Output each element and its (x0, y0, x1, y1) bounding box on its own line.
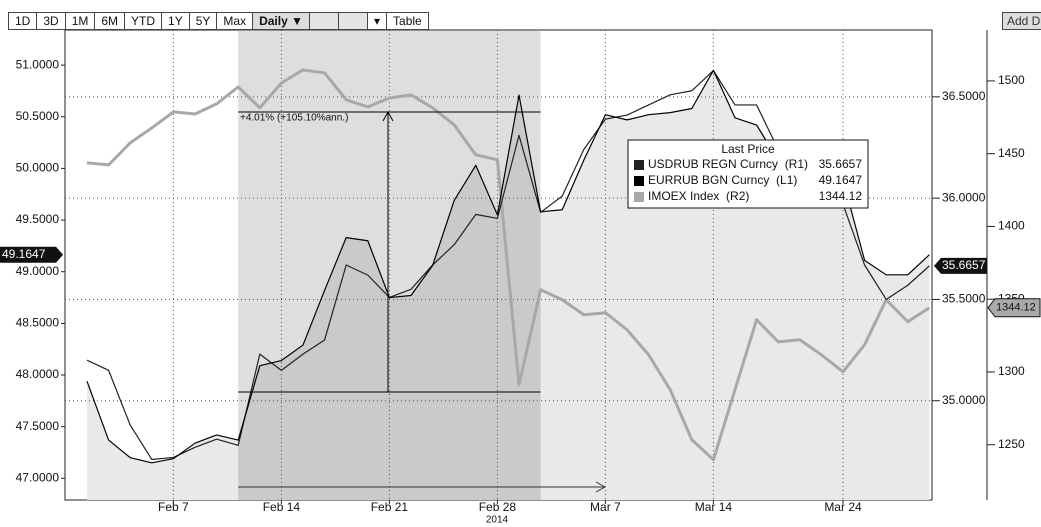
toolbar-button[interactable]: Max (216, 12, 253, 30)
y3-tick-label: 1500 (998, 73, 1025, 87)
toolbar-button[interactable]: 6M (94, 12, 125, 30)
y3-tick-label: 1250 (998, 437, 1025, 451)
arrow-head (595, 481, 607, 493)
x-tick-label: Feb 14 (263, 500, 301, 514)
y-tick-label: 47.5000 (16, 419, 60, 433)
x-tick-label: Mar 14 (695, 500, 733, 514)
y2-tick-label: 36.0000 (942, 190, 986, 204)
value-tag-label: 35.6657 (942, 258, 986, 272)
toolbar-button[interactable]: Daily ▼ (252, 12, 309, 30)
legend-label: IMOEX Index (R2) (648, 189, 749, 203)
toolbar-button[interactable]: 3D (36, 12, 65, 30)
x-tick-label: Mar 7 (590, 500, 621, 514)
series-line (86, 68, 931, 462)
y2-tick-label: 35.5000 (942, 292, 986, 306)
y-tick-label: 48.5000 (16, 316, 60, 330)
legend-swatch (634, 192, 644, 202)
legend-value: 35.6657 (819, 157, 863, 171)
y-tick-label: 51.0000 (16, 57, 60, 71)
toolbar-button[interactable]: 1M (64, 12, 95, 30)
x-tick-label: Feb 21 (371, 500, 409, 514)
legend-swatch (634, 176, 644, 186)
disabled-button (337, 12, 367, 30)
x-tick-label: Mar 24 (824, 500, 862, 514)
toolbar-button[interactable]: 1Y (161, 12, 189, 30)
arrow-head (382, 110, 394, 122)
add-button[interactable]: Add D (1002, 12, 1041, 30)
legend-value: 49.1647 (819, 173, 863, 187)
selected-period (238, 31, 541, 500)
toolbar-button[interactable]: Table (386, 12, 429, 30)
legend-label: USDRUB REGN Curncy (R1) (648, 157, 808, 171)
y2-tick-label: 35.0000 (942, 393, 986, 407)
y-tick-label: 49.0000 (16, 264, 60, 278)
legend-title: Last Price (721, 142, 775, 156)
toolbar-button[interactable]: YTD (124, 12, 162, 30)
toolbar-button[interactable]: ▾ (366, 12, 387, 30)
value-tag (0, 246, 63, 263)
disabled-button (308, 12, 338, 30)
annotation: +4.01% (+105.10%ann.) (240, 113, 348, 124)
x-axis-label: 2014 (486, 515, 509, 526)
y-tick-label: 50.0000 (16, 161, 60, 175)
x-tick-label: Feb 7 (158, 500, 189, 514)
legend-swatch (634, 160, 644, 170)
toolbar-button[interactable]: 5Y (188, 12, 217, 30)
y-tick-label: 49.5000 (16, 212, 60, 226)
legend-value: 1344.12 (819, 189, 863, 203)
value-tag-label: 1344.12 (996, 302, 1036, 314)
legend-box (627, 139, 869, 209)
y2-tick-label: 36.5000 (942, 89, 986, 103)
value-tag-label: 49.1647 (2, 247, 46, 261)
value-tag (987, 298, 1041, 318)
y-tick-label: 48.0000 (16, 367, 60, 381)
legend-label: EURRUB BGN Curncy (L1) (648, 173, 797, 187)
y3-tick-label: 1450 (998, 146, 1025, 160)
y3-tick-label: 1300 (998, 364, 1025, 378)
y-tick-label: 47.0000 (16, 470, 60, 484)
y3-tick-label: 1400 (998, 219, 1025, 233)
y-tick-label: 50.5000 (16, 109, 60, 123)
toolbar: 1D 3D 1M 6M YTD 1Y 5Y Max Daily ▼ ▾ Table (8, 12, 429, 30)
x-tick-label: Feb 28 (479, 500, 517, 514)
toolbar-button[interactable]: 1D (8, 12, 37, 30)
value-tag (934, 257, 987, 274)
